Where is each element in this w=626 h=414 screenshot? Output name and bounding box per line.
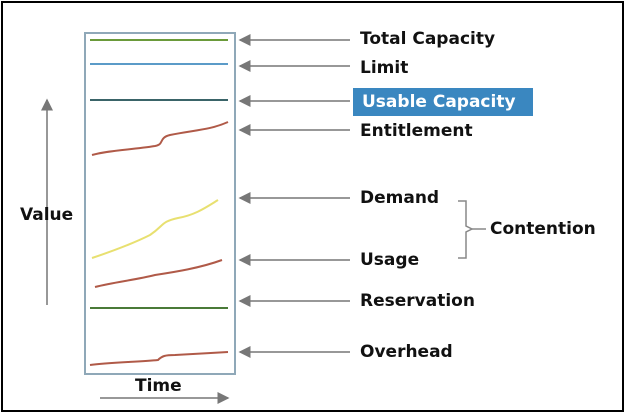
layer-label: Usage [360, 250, 419, 270]
layer-label: Usable Capacity [362, 92, 516, 112]
layer-label: Reservation [360, 291, 475, 311]
chart-box [84, 32, 236, 375]
usage-line [94, 259, 223, 288]
layer-label: Demand [360, 188, 439, 208]
highlight [353, 88, 533, 116]
group-label: Contention [490, 219, 596, 239]
entitlement-line [91, 121, 229, 156]
bracket [458, 200, 474, 259]
demand-line [91, 199, 219, 259]
y-axis-label: Value [20, 205, 73, 225]
layer-label: Total Capacity [360, 29, 495, 49]
layer-label: Limit [360, 58, 408, 78]
overhead-line [89, 351, 229, 366]
x-axis-label: Time [135, 376, 182, 396]
layer-label: Overhead [360, 342, 453, 362]
layer-label: Entitlement [360, 121, 473, 141]
